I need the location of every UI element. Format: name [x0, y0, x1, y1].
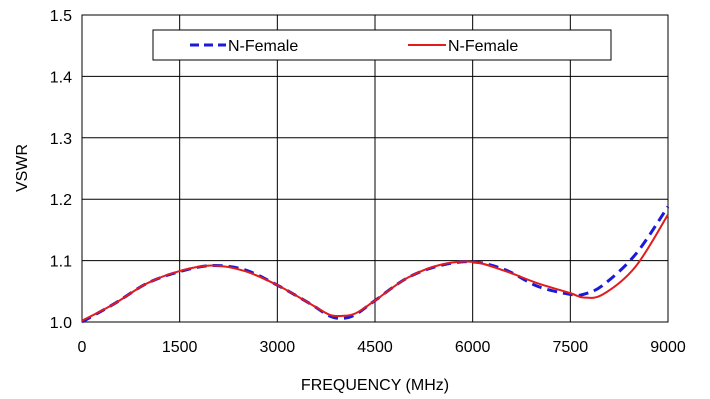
legend-box	[152, 29, 612, 61]
plot-border	[81, 14, 669, 323]
y-tick-label: 1.1	[50, 254, 72, 271]
legend-entry-1-label: N-Female	[228, 38, 298, 55]
plot-frame	[81, 14, 669, 323]
series-line-2-solid	[81, 214, 669, 322]
y-axis-ticks: 1.0 1.1 1.2 1.3 1.4 1.5	[50, 8, 72, 332]
series-layer	[81, 205, 670, 324]
x-tick-label: 3000	[260, 339, 296, 356]
y-axis-label: VSWR	[14, 144, 31, 192]
y-tick-label: 1.3	[50, 131, 72, 148]
y-tick-label: 1.0	[50, 315, 72, 332]
x-tick-label: 6000	[455, 339, 491, 356]
x-axis-label: FREQUENCY (MHz)	[301, 377, 449, 394]
x-tick-label: 7500	[553, 339, 589, 356]
x-axis-ticks: 0 1500 3000 4500 6000 7500 9000	[78, 339, 686, 356]
x-tick-label: 0	[78, 339, 87, 356]
legend: N-Female N-Female	[152, 29, 612, 61]
y-tick-label: 1.2	[50, 192, 72, 209]
x-tick-label: 1500	[162, 339, 198, 356]
x-tick-label: 9000	[650, 339, 686, 356]
x-tick-label: 4500	[357, 339, 393, 356]
y-tick-label: 1.5	[50, 8, 72, 25]
y-tick-label: 1.4	[50, 69, 72, 86]
legend-entry-2-label: N-Female	[448, 38, 518, 55]
